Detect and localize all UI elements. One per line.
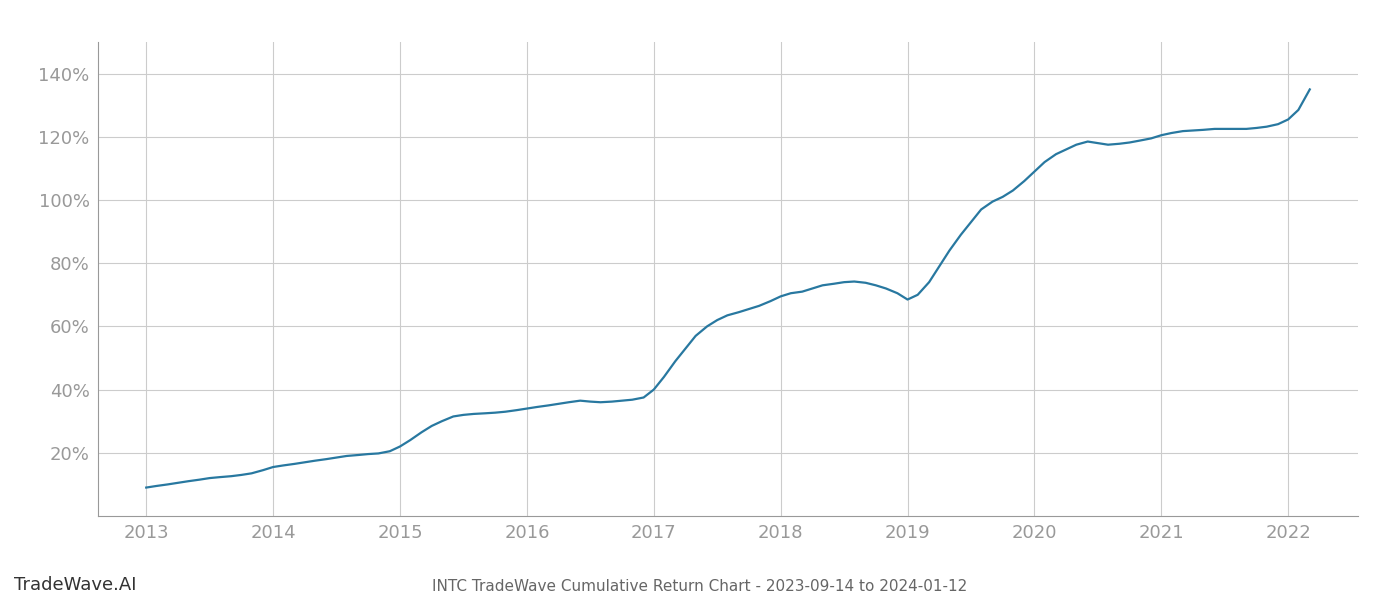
Text: INTC TradeWave Cumulative Return Chart - 2023-09-14 to 2024-01-12: INTC TradeWave Cumulative Return Chart -… xyxy=(433,579,967,594)
Text: TradeWave.AI: TradeWave.AI xyxy=(14,576,137,594)
